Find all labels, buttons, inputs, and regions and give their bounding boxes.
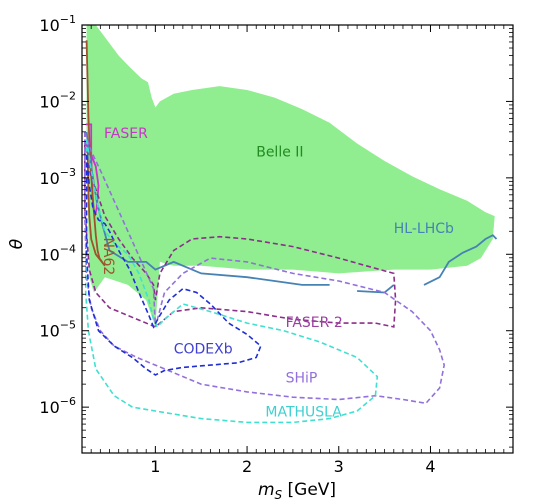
faser2-label: FASER 2	[286, 315, 343, 331]
x-axis-title: mS [GeV]	[258, 480, 336, 502]
y-tick-label: 10−6	[39, 395, 76, 417]
x-tick-label: 4	[425, 457, 435, 476]
codexb-label: CODEXb	[174, 342, 233, 358]
y-tick-label: 10−4	[39, 242, 76, 264]
y-tick-label: 10−2	[39, 89, 76, 111]
x-tick-label: 1	[150, 457, 160, 476]
plot-area: Belle II FASER NA62 HL-LHCb FASER 2 CODEXb SHi…	[84, 25, 498, 424]
x-tick-label: 2	[242, 457, 252, 476]
plot-frame	[81, 24, 514, 454]
lhcb-label: HL-LHCb	[394, 221, 454, 237]
hl-lhcb-curve-3	[423, 234, 498, 286]
na62-label: NA62	[100, 237, 116, 275]
y-tick-label: 10−1	[39, 13, 76, 35]
belle-label: Belle II	[256, 144, 303, 160]
hl-lhcb-curve-2	[357, 284, 395, 294]
faser-2-curve	[84, 139, 397, 328]
x-tick-label: 3	[334, 457, 344, 476]
belle-ii-region	[86, 25, 495, 327]
faser-label: FASER	[104, 126, 148, 142]
mathusla-label: MATHUSLA	[265, 404, 342, 420]
hl-lhcb-curve-1	[85, 131, 330, 286]
codexb-curve	[85, 154, 262, 376]
ship-label: SHiP	[286, 371, 318, 387]
ship-curve	[84, 131, 446, 405]
y-tick-label: 10−3	[39, 166, 76, 188]
y-axis-title: θ	[7, 238, 27, 249]
mathusla-curve	[84, 139, 379, 424]
y-tick-label: 10−5	[39, 319, 76, 341]
axes: 1 2 3 4 10−6 10−5 10−4 10−3 10−2 10−1	[39, 13, 514, 476]
